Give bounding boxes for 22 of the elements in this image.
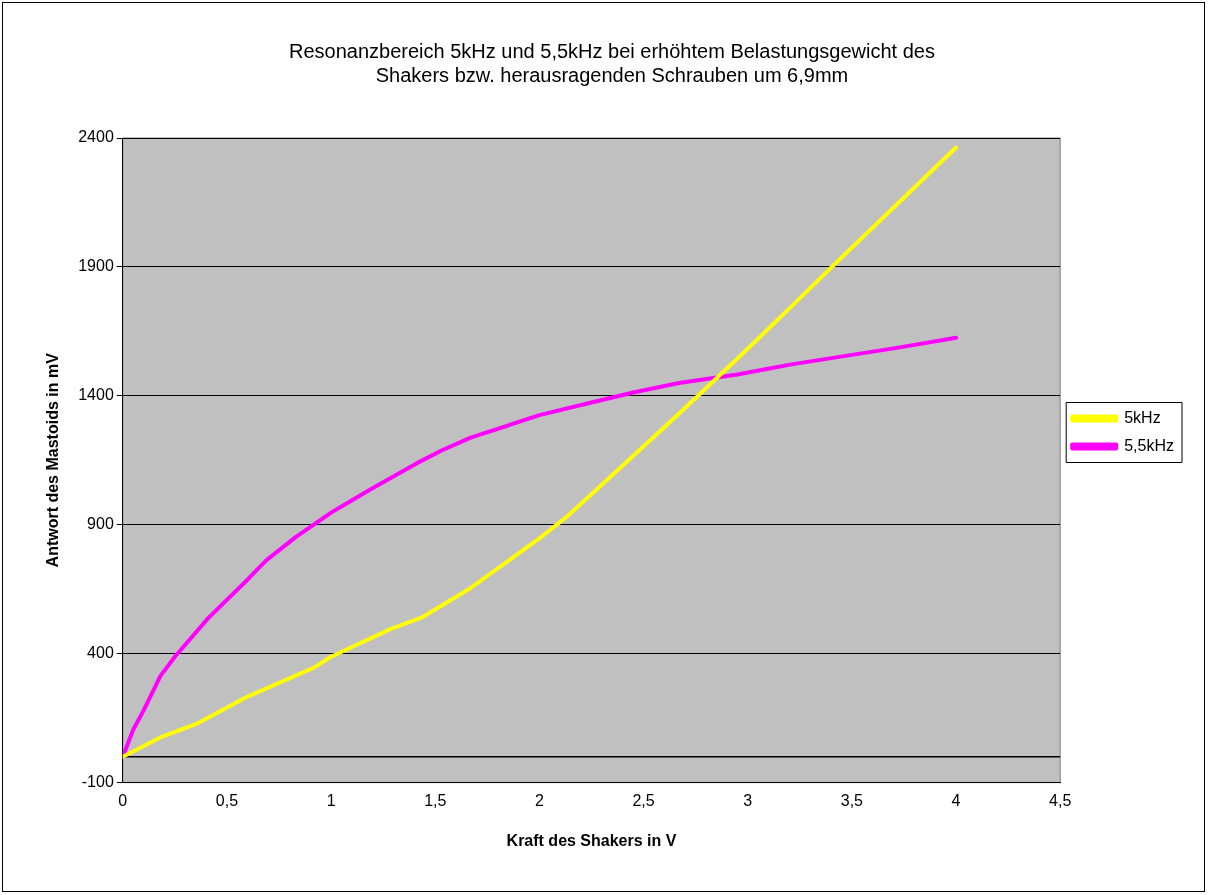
y-tick-label: 400 xyxy=(87,644,114,662)
x-tick-label: 2 xyxy=(534,791,544,809)
text: Shakers bzw. herausragenden Schrauben um 6,9mm xyxy=(375,63,849,86)
x-tick-label: 0,5 xyxy=(215,791,239,809)
x-tick-label: 3 xyxy=(743,791,753,809)
text: Resonanzbereich 5kHz und 5,5kHz bei erhöhtem Belastungsgewicht des xyxy=(289,39,935,62)
y-tick-label: 1400 xyxy=(78,386,114,404)
legend-label: 5kHz xyxy=(1124,408,1161,426)
x-tick-label: 0 xyxy=(118,791,128,809)
legend-label: 5,5kHz xyxy=(1124,436,1174,454)
x-tick-label: 4,5 xyxy=(1049,791,1072,809)
y-tick-label: 2400 xyxy=(78,128,114,146)
y-tick-label: -100 xyxy=(81,773,114,791)
x-axis-title: Kraft des Shakers in V xyxy=(506,831,677,849)
x-tick-label: 3,5 xyxy=(840,791,864,809)
y-axis-title: Antwort des Mastoids in mV xyxy=(44,352,62,568)
x-tick-label: 1 xyxy=(326,791,336,809)
y-tick-label: 1900 xyxy=(78,257,114,275)
x-tick-label: 4 xyxy=(951,791,961,809)
x-tick-label: 2,5 xyxy=(632,791,655,809)
y-tick-label: 900 xyxy=(87,515,114,533)
x-tick-label: 1,5 xyxy=(424,791,447,809)
